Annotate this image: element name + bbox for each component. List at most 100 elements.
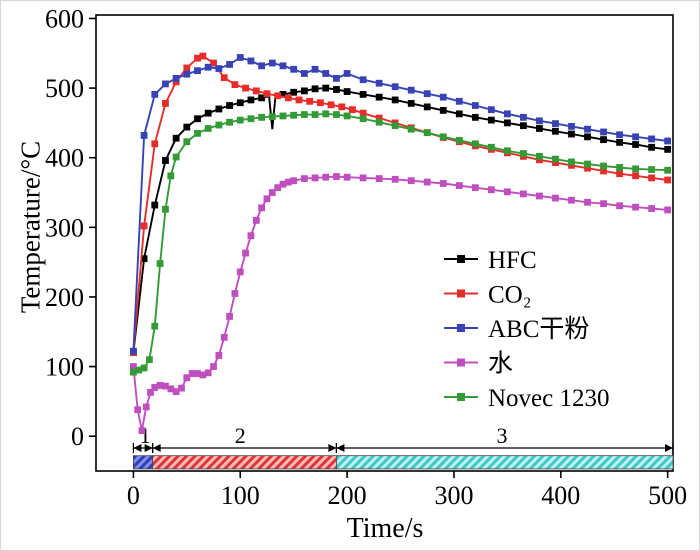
series-marker	[568, 122, 575, 130]
series-marker	[284, 94, 292, 102]
series-marker	[391, 83, 399, 91]
series-marker	[242, 249, 249, 257]
series-marker	[520, 150, 527, 157]
series-marker	[375, 175, 383, 183]
series-marker	[204, 109, 212, 117]
series-marker	[183, 374, 191, 382]
series-marker	[129, 347, 137, 355]
series-marker	[648, 205, 656, 212]
series-marker	[183, 70, 191, 78]
series-marker	[600, 128, 607, 136]
series-marker	[194, 129, 201, 137]
series-marker	[423, 178, 431, 186]
series-marker	[258, 62, 266, 70]
series-marker	[138, 427, 146, 435]
series-marker	[279, 90, 287, 98]
legend-label: 水	[488, 350, 513, 378]
series-marker	[407, 100, 415, 107]
series-marker	[129, 368, 137, 376]
series-marker	[455, 182, 463, 189]
series-marker	[311, 65, 319, 73]
y-tick-label: 300	[45, 213, 84, 242]
series-marker	[333, 86, 340, 93]
series-marker	[375, 118, 383, 126]
series-marker	[194, 54, 201, 62]
legend-marker	[457, 255, 465, 263]
series-marker	[333, 173, 340, 180]
series-marker	[311, 174, 319, 182]
series-marker	[172, 153, 180, 161]
y-tick-label: 500	[45, 74, 84, 103]
series-marker	[194, 370, 201, 377]
series-marker	[204, 125, 212, 132]
legend-label: ABC干粉	[488, 315, 589, 343]
series-marker	[359, 90, 367, 98]
series-marker	[231, 81, 239, 89]
x-tick-label: 400	[541, 481, 580, 510]
series-marker	[140, 255, 148, 263]
legend-marker	[457, 324, 465, 332]
phase-label: 1	[140, 423, 151, 448]
series-marker	[322, 70, 330, 77]
series-marker	[359, 174, 367, 182]
y-axis-title: Temperature/°C	[15, 140, 46, 314]
series-marker	[423, 129, 431, 137]
series-marker	[487, 116, 495, 124]
series-marker	[487, 186, 495, 194]
series-marker	[322, 110, 330, 118]
x-tick-label: 100	[221, 481, 260, 510]
series-marker	[664, 166, 672, 174]
series-marker	[439, 180, 447, 187]
phase-segment-1	[132, 455, 154, 470]
series-marker	[536, 152, 543, 160]
legend-label: Novec 1230	[488, 385, 610, 412]
series-marker	[311, 85, 319, 93]
series-marker	[471, 102, 479, 109]
series-marker	[226, 61, 233, 68]
series-marker	[503, 147, 511, 155]
series-marker	[210, 59, 217, 67]
series-marker	[129, 363, 137, 370]
series-marker	[258, 94, 266, 102]
series-marker	[584, 198, 591, 206]
series-marker	[552, 159, 559, 166]
series-marker	[188, 370, 196, 377]
series-marker	[375, 114, 383, 122]
series-marker	[552, 155, 559, 163]
series-marker	[616, 164, 623, 171]
series-marker	[151, 90, 159, 98]
series-marker	[290, 177, 298, 185]
series-marker	[236, 268, 244, 276]
series-marker	[268, 59, 276, 67]
series-marker	[300, 70, 308, 77]
x-tick-label: 0	[127, 481, 140, 510]
y-tick-label: 400	[45, 144, 84, 173]
series-marker	[552, 120, 559, 128]
series-marker	[333, 74, 340, 82]
series-marker	[162, 205, 169, 213]
series-marker	[648, 135, 656, 143]
series-marker	[306, 97, 314, 105]
legend-marker	[457, 393, 465, 401]
series-marker	[226, 313, 233, 320]
series-marker	[215, 352, 223, 359]
series-marker	[183, 64, 191, 72]
series-marker	[215, 121, 223, 129]
series-marker	[349, 106, 356, 114]
series-marker	[664, 145, 672, 153]
series-marker	[151, 140, 159, 148]
series-marker	[274, 184, 282, 192]
series-marker	[648, 174, 656, 182]
series-marker	[247, 57, 255, 65]
series-marker	[439, 106, 447, 114]
series-marker	[279, 62, 287, 70]
series-marker	[600, 136, 607, 144]
series-marker	[194, 67, 201, 75]
series-marker	[226, 118, 233, 126]
series-marker	[156, 260, 164, 267]
plot-frame	[95, 14, 674, 472]
series-marker	[391, 175, 399, 183]
series-marker	[140, 132, 148, 139]
